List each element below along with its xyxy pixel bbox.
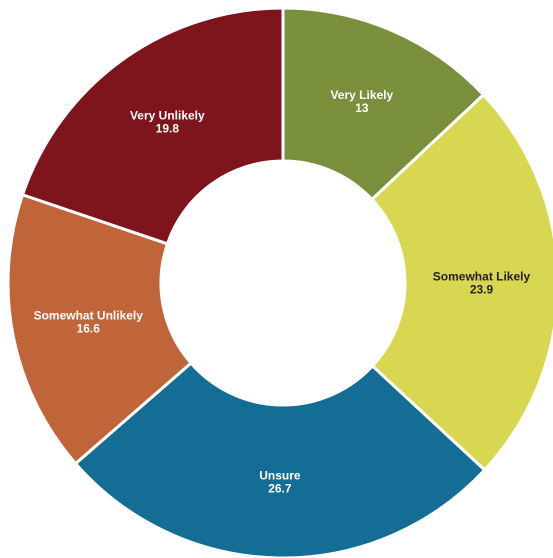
label-value: 16.6 xyxy=(77,321,101,335)
slice-somewhat-likely[interactable] xyxy=(370,93,553,472)
label-somewhat-likely: Somewhat Likely 23.9 xyxy=(433,269,531,296)
slice-somewhat-unlikely[interactable] xyxy=(6,193,193,466)
label-category: Unsure xyxy=(259,468,301,482)
slice-very-likely[interactable] xyxy=(281,6,485,201)
slice-very-unlikely[interactable] xyxy=(21,6,285,246)
slices-group xyxy=(6,6,553,558)
label-unsure: Unsure 26.7 xyxy=(259,468,301,495)
label-category: Very Likely xyxy=(330,88,393,102)
label-category: Very Unlikely xyxy=(130,109,205,123)
label-value: 26.7 xyxy=(268,481,292,495)
labels-group: Very Likely 13 Somewhat Likely 23.9 Unsure 26… xyxy=(34,88,531,496)
label-value: 19.8 xyxy=(156,122,180,136)
label-somewhat-unlikely: Somewhat Unlikely 16.6 xyxy=(34,308,144,335)
label-very-unlikely: Very Unlikely 19.8 xyxy=(130,109,205,136)
label-category: Somewhat Likely xyxy=(433,269,531,283)
label-value: 23.9 xyxy=(470,282,494,296)
label-value: 13 xyxy=(355,101,369,115)
slice-unsure[interactable] xyxy=(74,361,487,558)
label-category: Somewhat Unlikely xyxy=(34,308,144,322)
label-very-likely: Very Likely 13 xyxy=(330,88,393,115)
